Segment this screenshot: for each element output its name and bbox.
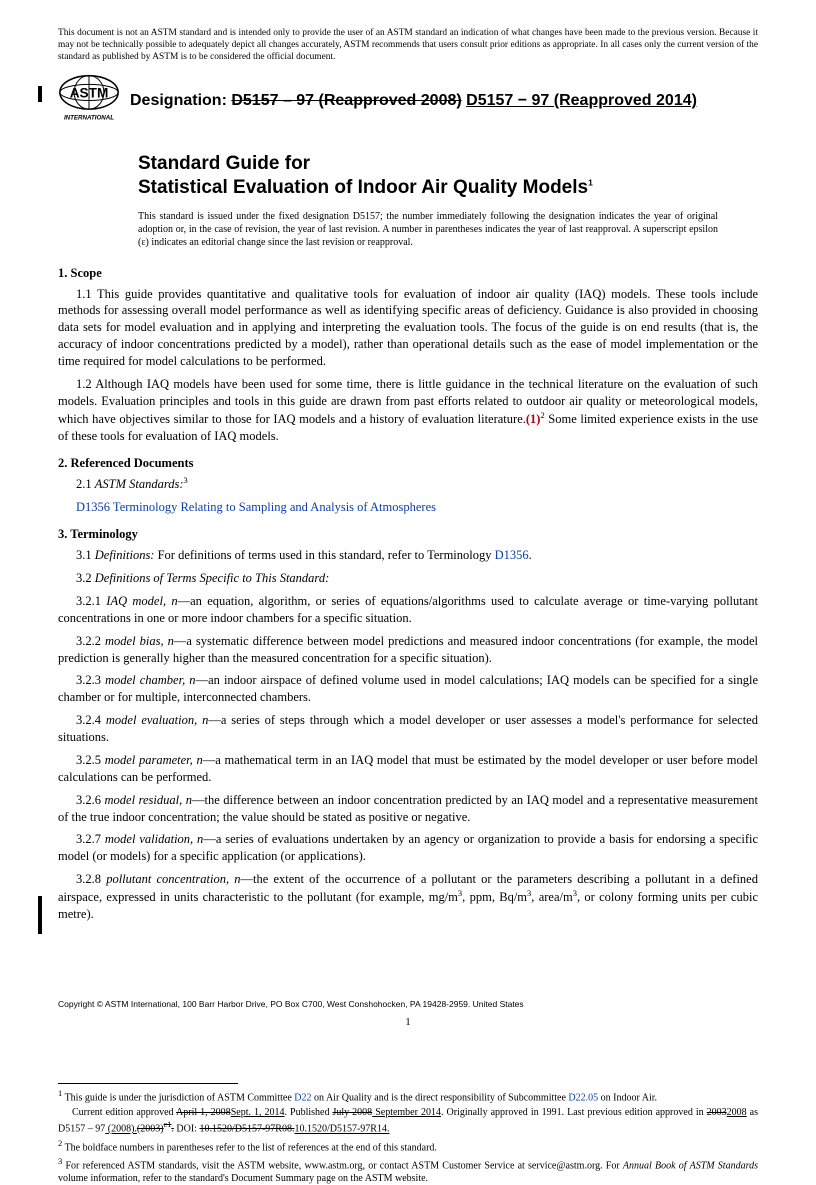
fn3a: For referenced ASTM standards, visit the… xyxy=(62,1160,623,1171)
para-3-2-4: 3.2.4 model evaluation, n—a series of st… xyxy=(58,712,758,746)
change-bar-2 xyxy=(38,896,42,934)
fn1x-o4: (2003) xyxy=(137,1124,164,1135)
para-1-1: 1.1 This guide provides quantitative and… xyxy=(58,286,758,370)
para-3-2-7: 3.2.7 model validation, n—a series of ev… xyxy=(58,831,758,865)
fn1e: on Indoor Air. xyxy=(598,1092,657,1103)
fn1x-oeps: ɛ1 xyxy=(164,1119,172,1129)
fn2t: The boldface numbers in parentheses refe… xyxy=(62,1142,437,1153)
p326b: model residual, n xyxy=(105,793,192,807)
p31-e: . xyxy=(529,548,532,562)
fn1x-n2: September 2014 xyxy=(372,1107,441,1118)
fn1x-n1: Sept. 1, 2014 xyxy=(231,1107,285,1118)
p325b: model parameter, n xyxy=(105,753,203,767)
fn1x-n5: 10.1520/D5157-97R14. xyxy=(294,1124,389,1135)
p321b: IAQ model, n xyxy=(106,594,177,608)
p322b: model bias, n xyxy=(105,634,174,648)
p323b: model chamber, n xyxy=(105,673,195,687)
para-3-2-8: 3.2.8 pollutant concentration, n—the ext… xyxy=(58,871,758,923)
designation-old: D5157 – 97 (Reapproved 2008) xyxy=(231,92,461,109)
link-d22[interactable]: D22 xyxy=(294,1092,311,1103)
title-line-2: Statistical Evaluation of Indoor Air Qua… xyxy=(138,176,758,200)
issuance-note: This standard is issued under the fixed … xyxy=(138,210,718,249)
footnotes-block: 1 This guide is under the jurisdiction o… xyxy=(58,1088,758,1185)
fn1x-o2: July 2008 xyxy=(332,1107,372,1118)
p322a: 3.2.2 xyxy=(76,634,105,648)
p21-a: 2.1 xyxy=(76,478,95,492)
fn1x-o5: 10.1520/D5157-97R08. xyxy=(199,1124,294,1135)
fn1xe: DOI: xyxy=(174,1124,200,1135)
p31-c: For definitions of terms used in this st… xyxy=(154,548,494,562)
link-d1356[interactable]: D1356 xyxy=(76,500,110,514)
fn1c: on Air Quality and is the direct respons… xyxy=(312,1092,569,1103)
fn-2: 2 The boldface numbers in parentheses re… xyxy=(58,1138,758,1154)
fn3b: Annual Book of ASTM Standards xyxy=(623,1160,758,1171)
svg-text:ASTM: ASTM xyxy=(70,86,109,101)
fn1x-n3: 2008 xyxy=(727,1107,747,1118)
para-3-1: 3.1 Definitions: For definitions of term… xyxy=(58,547,758,564)
link-d2205[interactable]: D22.05 xyxy=(568,1092,598,1103)
fn1x-n4: (2008). xyxy=(105,1124,137,1135)
para-3-2-1: 3.2.1 IAQ model, n—an equation, algorith… xyxy=(58,593,758,627)
link-d1356-text[interactable]: Terminology Relating to Sampling and Ana… xyxy=(110,500,436,514)
para-3-2-2: 3.2.2 model bias, n—a systematic differe… xyxy=(58,633,758,667)
p21-sup: 3 xyxy=(184,475,188,485)
p31-a: 3.1 xyxy=(76,548,95,562)
designation-line: Designation: D5157 – 97 (Reapproved 2008… xyxy=(130,90,697,112)
p328d: , ppm, Bq/m xyxy=(462,890,527,904)
designation-dash: − xyxy=(513,92,531,109)
ref-1: (1) xyxy=(526,412,541,426)
fn-1: 1 This guide is under the jurisdiction o… xyxy=(58,1088,758,1104)
para-2-1: 2.1 ASTM Standards:3 xyxy=(58,475,758,493)
link-d1356-2[interactable]: D1356 xyxy=(495,548,529,562)
page-number: 1 xyxy=(0,1015,816,1030)
designation-new-rest: 97 (Reapproved 2014) xyxy=(532,92,697,109)
fn1xa: Current edition approved xyxy=(72,1107,176,1118)
title-line-1: Standard Guide for xyxy=(138,152,758,176)
title-block: Standard Guide for Statistical Evaluatio… xyxy=(138,152,758,200)
p327a: 3.2.7 xyxy=(76,832,105,846)
p321a: 3.2.1 xyxy=(76,594,106,608)
svg-text:INTERNATIONAL: INTERNATIONAL xyxy=(64,115,114,122)
fn1xc: . Originally approved in 1991. Last prev… xyxy=(441,1107,707,1118)
ref-d1356: D1356 Terminology Relating to Sampling a… xyxy=(58,499,758,516)
change-bar-1 xyxy=(38,86,42,102)
p324b: model evaluation, n xyxy=(106,713,208,727)
designation-label: Designation: xyxy=(130,92,231,109)
p323a: 3.2.3 xyxy=(76,673,105,687)
fn1x-o1: April 1, 2008 xyxy=(176,1107,231,1118)
p31-b: Definitions: xyxy=(95,548,155,562)
p328e: , area/m xyxy=(531,890,572,904)
terminology-heading: 3. Terminology xyxy=(58,526,758,543)
footnote-rule xyxy=(58,1083,238,1084)
p21-b: ASTM Standards: xyxy=(95,478,184,492)
p328b: pollutant concentration, n xyxy=(106,872,240,886)
fn1a: This guide is under the jurisdiction of … xyxy=(62,1092,294,1103)
fn1x-o3: 2003 xyxy=(707,1107,727,1118)
p325a: 3.2.5 xyxy=(76,753,105,767)
para-3-2: 3.2 Definitions of Terms Specific to Thi… xyxy=(58,570,758,587)
fn-1-cont: Current edition approved April 1, 2008Se… xyxy=(58,1106,758,1135)
p328a: 3.2.8 xyxy=(76,872,106,886)
disclaimer-text: This document is not an ASTM standard an… xyxy=(58,28,758,63)
header-row: ASTM INTERNATIONAL Designation: D5157 – … xyxy=(58,73,758,128)
para-3-2-5: 3.2.5 model parameter, n—a mathematical … xyxy=(58,752,758,786)
fn1xb: . Published xyxy=(285,1107,333,1118)
p326a: 3.2.6 xyxy=(76,793,105,807)
fn3c: volume information, refer to the standar… xyxy=(58,1173,428,1184)
p327b: model validation, n xyxy=(105,832,203,846)
designation-new-code: D5157 xyxy=(466,92,513,109)
p324a: 3.2.4 xyxy=(76,713,106,727)
refdocs-heading: 2. Referenced Documents xyxy=(58,455,758,472)
astm-logo: ASTM INTERNATIONAL xyxy=(58,73,120,128)
para-3-2-6: 3.2.6 model residual, n—the difference b… xyxy=(58,792,758,826)
copyright-line: Copyright © ASTM International, 100 Barr… xyxy=(58,999,524,1010)
fn-3: 3 For referenced ASTM standards, visit t… xyxy=(58,1156,758,1185)
para-1-2: 1.2 Although IAQ models have been used f… xyxy=(58,376,758,445)
scope-heading: 1. Scope xyxy=(58,265,758,282)
para-3-2-3: 3.2.3 model chamber, n—an indoor airspac… xyxy=(58,672,758,706)
title-text: Statistical Evaluation of Indoor Air Qua… xyxy=(138,177,588,198)
title-sup: 1 xyxy=(588,178,593,188)
